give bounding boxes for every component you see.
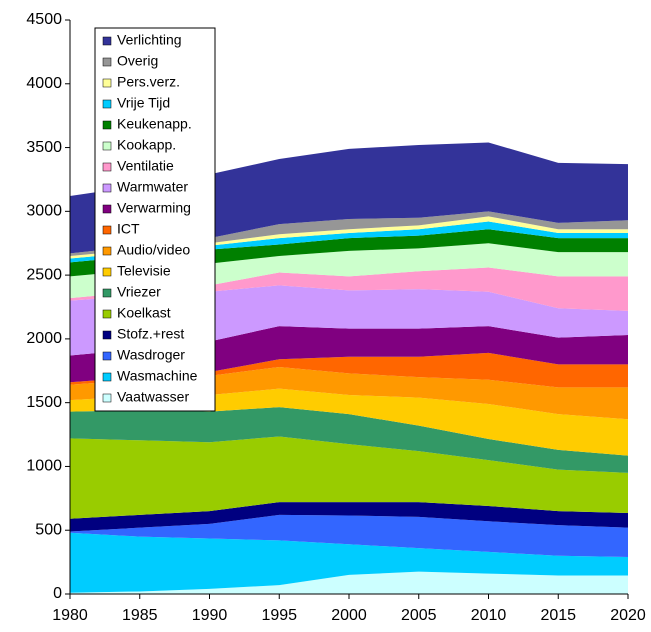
y-tick-label: 2500 <box>26 266 62 283</box>
legend-label: Verlichting <box>117 32 182 48</box>
area <box>70 211 628 256</box>
legend-label: Warmwater <box>117 179 188 195</box>
legend-label: Wasmachine <box>117 368 198 384</box>
x-tick-label: 1990 <box>192 607 228 624</box>
area <box>70 514 628 558</box>
legend-swatch <box>102 120 112 130</box>
area <box>70 229 628 277</box>
legend-swatch <box>102 36 112 46</box>
y-tick-label: 1500 <box>26 394 62 411</box>
x-tick-label: 1980 <box>52 607 88 624</box>
legend-label: Stofz.+rest <box>117 326 184 342</box>
legend-label: Overig <box>117 53 158 69</box>
legend-label: Vriezer <box>117 284 161 300</box>
area <box>70 407 628 473</box>
area <box>70 571 628 594</box>
legend: Verlichting Overig Pers.verz. Vrije Tijd Keu… <box>94 27 216 412</box>
legend-swatch <box>102 351 112 361</box>
x-tick-label: 2005 <box>401 607 437 624</box>
y-tick-label: 1000 <box>26 458 62 475</box>
area <box>70 267 628 311</box>
legend-box <box>94 27 216 412</box>
legend-swatch <box>102 99 112 109</box>
x-tick-label: 2010 <box>471 607 507 624</box>
legend-swatch <box>102 183 112 193</box>
y-tick-label: 2000 <box>26 330 62 347</box>
legend-swatch <box>102 309 112 319</box>
y-tick-label: 0 <box>53 585 62 602</box>
y-tick-label: 3000 <box>26 203 62 220</box>
x-tick-label: 1985 <box>122 607 158 624</box>
legend-swatch <box>102 372 112 382</box>
legend-swatch <box>102 225 112 235</box>
legend-label: Wasdroger <box>117 347 185 363</box>
legend-swatch <box>102 57 112 67</box>
legend-label: Ventilatie <box>117 158 174 174</box>
legend-swatch <box>102 267 112 277</box>
legend-swatch <box>102 204 112 214</box>
y-tick-label: 4000 <box>26 75 62 92</box>
area <box>70 436 628 519</box>
y-tick-label: 4500 <box>26 11 62 28</box>
y-tick-label: 3500 <box>26 139 62 156</box>
legend-label: Pers.verz. <box>117 74 180 90</box>
x-tick-label: 1995 <box>261 607 297 624</box>
legend-label: ICT <box>117 221 140 237</box>
legend-swatch <box>102 78 112 88</box>
legend-label: Koelkast <box>117 305 171 321</box>
legend-swatch <box>102 330 112 340</box>
legend-label: Televisie <box>117 263 171 279</box>
legend-label: Vrije Tijd <box>117 95 170 111</box>
legend-swatch <box>102 393 112 403</box>
y-tick-label: 500 <box>35 521 62 538</box>
legend-swatch <box>102 246 112 256</box>
x-tick-label: 2020 <box>610 607 646 624</box>
legend-swatch <box>102 288 112 298</box>
legend-label: Keukenapp. <box>117 116 192 132</box>
area <box>70 532 628 593</box>
area <box>70 352 628 388</box>
legend-swatch <box>102 141 112 151</box>
x-tick-label: 2000 <box>331 607 367 624</box>
area <box>70 502 628 532</box>
legend-label: Verwarming <box>117 200 191 216</box>
legend-label: Kookapp. <box>117 137 176 153</box>
legend-label: Audio/video <box>117 242 190 258</box>
x-tick-label: 2015 <box>540 607 576 624</box>
legend-label: Vaatwasser <box>117 389 189 405</box>
legend-swatch <box>102 162 112 172</box>
